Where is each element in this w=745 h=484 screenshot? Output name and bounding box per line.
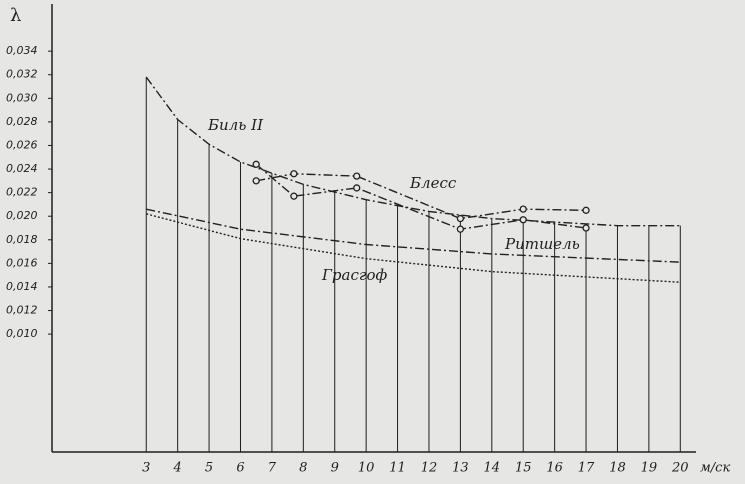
data-point [456, 225, 465, 233]
series-label: Блесс [409, 174, 457, 192]
data-point [353, 172, 361, 180]
x-tick-label: 18 [609, 461, 626, 476]
y-tick-label: 0,030 [6, 91, 38, 104]
x-tick-label: 12 [421, 461, 438, 476]
data-point [456, 214, 465, 223]
y-tick-label: 0,026 [6, 138, 38, 151]
series-label: Грасгоф [321, 266, 387, 284]
x-unit-label: м/ск [700, 461, 730, 476]
x-tick-label: 16 [546, 461, 563, 476]
data-point [290, 192, 298, 200]
series-line [256, 173, 587, 220]
y-tick-label: 0,034 [6, 44, 38, 57]
x-tick-label: 15 [515, 461, 532, 476]
y-tick-label: 0,018 [6, 233, 38, 246]
x-tick-label: 8 [299, 461, 307, 476]
series-line [255, 163, 587, 230]
data-point [582, 224, 590, 232]
y-tick-label: 0,022 [6, 186, 38, 199]
y-tick-label: 0,032 [6, 68, 38, 81]
series-label: Биль II [207, 116, 264, 134]
x-tick-label: 17 [578, 461, 595, 476]
x-tick-label: 20 [671, 461, 689, 476]
y-tick-label: 0,012 [6, 304, 38, 317]
x-tick-label: 6 [236, 461, 244, 476]
y-tick-label: 0,028 [6, 115, 38, 128]
data-point [290, 170, 298, 178]
x-tick-label: 13 [452, 461, 469, 476]
y-tick-label: 0,010 [6, 327, 38, 340]
x-tick-label: 9 [331, 461, 339, 476]
x-tick-label: 14 [484, 461, 501, 476]
data-point [353, 184, 361, 192]
y-tick-label: 0,014 [6, 280, 38, 293]
y-tick-label: 0,020 [6, 209, 38, 222]
data-point [252, 160, 260, 168]
x-tick-label: 10 [358, 461, 375, 476]
x-tick-label: 11 [389, 461, 406, 476]
series-line [145, 76, 681, 227]
x-tick-label: 4 [173, 461, 182, 476]
y-axis-label: λ [10, 5, 21, 26]
x-tick-label: 7 [268, 461, 277, 476]
series-label: Ритшель [504, 235, 580, 253]
data-point [519, 205, 527, 213]
x-tick-label: 19 [641, 461, 658, 476]
data-point [252, 177, 260, 185]
y-tick-label: 0,024 [6, 162, 38, 175]
data-point [519, 216, 527, 224]
y-tick-label: 0,016 [6, 256, 38, 269]
x-tick-label: 5 [205, 461, 213, 476]
data-point [582, 206, 590, 214]
series-line [146, 213, 681, 283]
series-line [146, 208, 681, 263]
x-tick-label: 3 [142, 461, 150, 476]
